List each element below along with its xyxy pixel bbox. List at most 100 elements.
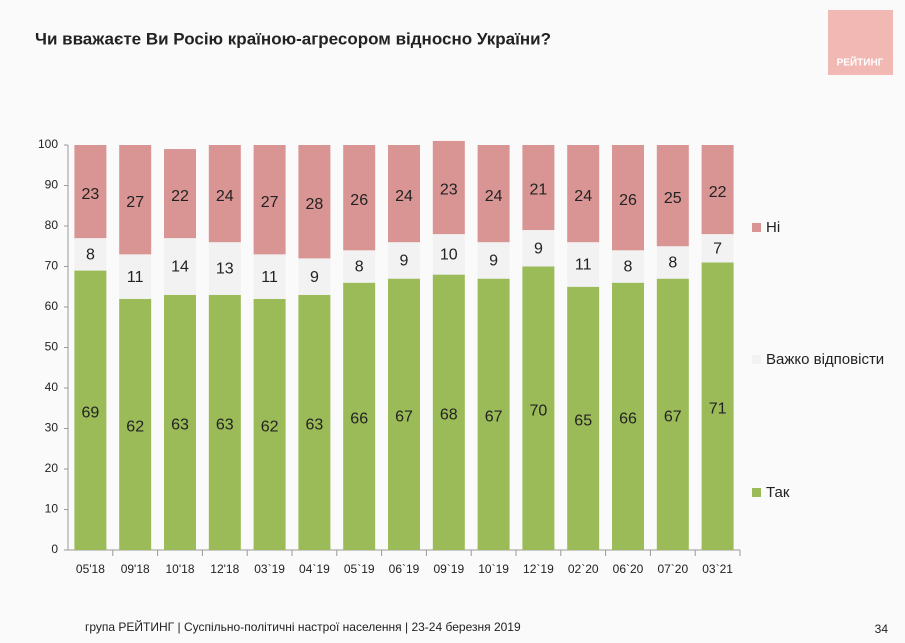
x-tick-label: 09`19: [433, 562, 464, 576]
value-label: 26: [350, 192, 368, 209]
y-tick-label: 50: [45, 340, 59, 354]
x-tick-label: 12`19: [523, 562, 554, 576]
value-label: 67: [485, 409, 503, 426]
bar-segment: [477, 145, 510, 243]
bar-segment: [119, 254, 152, 299]
value-label: 65: [574, 413, 592, 430]
value-label: 24: [216, 188, 234, 205]
value-label: 26: [619, 192, 637, 209]
value-label: 69: [82, 404, 100, 421]
x-tick-label: 10`19: [478, 562, 509, 576]
bar-segment: [164, 149, 196, 239]
bar-segment: [477, 278, 510, 550]
value-label: 8: [355, 259, 364, 276]
value-label: 22: [171, 188, 189, 205]
value-label: 11: [127, 269, 144, 286]
value-label: 23: [440, 182, 458, 199]
value-label: 67: [395, 409, 413, 426]
value-label: 27: [261, 194, 279, 211]
bar-segment: [343, 145, 376, 251]
value-label: 8: [668, 255, 677, 272]
bar-segment: [253, 254, 286, 299]
value-label: 11: [261, 269, 278, 286]
value-label: 70: [530, 402, 548, 419]
value-label: 62: [126, 419, 144, 436]
y-tick-label: 30: [45, 421, 59, 435]
x-tick-label: 09'18: [121, 562, 150, 576]
bar-segment: [253, 145, 286, 255]
chart-title: Чи вважаєте Ви Росію країною-агресором в…: [35, 29, 551, 48]
page-number: 34: [875, 622, 889, 636]
bar-segment: [522, 145, 555, 231]
bar-segment: [656, 246, 689, 279]
x-tick-label: 03`21: [702, 562, 733, 576]
value-label: 23: [82, 186, 100, 203]
bar-segment: [253, 298, 286, 550]
x-tick-label: 07`20: [657, 562, 688, 576]
value-label: 25: [664, 190, 682, 207]
bar-segment: [656, 145, 689, 247]
bar-segment: [388, 278, 420, 550]
value-label: 27: [126, 194, 144, 211]
x-tick-label: 10'18: [166, 562, 195, 576]
bar-segment: [208, 294, 241, 550]
x-tick-label: 02`20: [568, 562, 599, 576]
bar-segment: [343, 282, 376, 550]
bar-segment: [208, 145, 241, 243]
legend-swatch: [752, 355, 761, 364]
x-tick-label: 05`19: [344, 562, 375, 576]
value-label: 28: [306, 196, 324, 213]
y-tick-label: 90: [45, 178, 59, 192]
bar-segment: [74, 145, 107, 239]
value-label: 9: [400, 253, 409, 270]
x-tick-label: 05'18: [76, 562, 105, 576]
legend-label: Так: [766, 484, 790, 501]
logo-box: [828, 10, 893, 75]
bar-segment: [298, 258, 331, 295]
x-tick-label: 06`19: [389, 562, 420, 576]
bar-segment: [477, 242, 510, 279]
logo: РЕЙТИНГ: [837, 56, 884, 69]
bar-segment: [612, 282, 644, 550]
bar-segment: [119, 298, 152, 550]
bar-segment: [74, 238, 107, 271]
legend-label: Ні: [766, 219, 780, 236]
value-label: 9: [534, 240, 543, 257]
value-label: 62: [261, 419, 279, 436]
bar-segment: [432, 140, 465, 235]
bar-segment: [388, 242, 420, 279]
value-label: 22: [709, 184, 727, 201]
value-label: 9: [310, 269, 319, 286]
bar-segment: [522, 266, 555, 550]
y-tick-label: 10: [45, 502, 59, 516]
bar-segment: [701, 262, 734, 550]
footer: група РЕЙТИНГ | Суспільно-політичні наст…: [85, 619, 521, 634]
value-label: 14: [171, 259, 189, 276]
value-label: 13: [216, 261, 234, 278]
y-tick-label: 20: [45, 461, 59, 475]
x-tick-label: 03`19: [254, 562, 285, 576]
bar-segment: [119, 145, 152, 255]
value-label: 24: [574, 188, 592, 205]
value-label: 9: [489, 253, 498, 270]
value-label: 8: [86, 247, 95, 264]
value-label: 67: [664, 409, 682, 426]
y-tick-label: 80: [45, 218, 59, 232]
value-label: 68: [440, 407, 458, 424]
bar-segment: [567, 145, 600, 243]
bar-segment: [164, 238, 196, 295]
y-tick-label: 40: [45, 380, 59, 394]
bar-segment: [388, 145, 420, 243]
bar-segment: [164, 294, 196, 550]
bar-segment: [701, 145, 734, 235]
value-label: 63: [306, 417, 324, 434]
bar-segment: [343, 250, 376, 283]
value-label: 8: [624, 259, 633, 276]
value-label: 21: [530, 182, 548, 199]
y-tick-label: 0: [51, 542, 58, 556]
bar-segment: [208, 242, 241, 295]
value-label: 11: [575, 257, 592, 274]
bar-segment: [567, 242, 600, 287]
y-tick-label: 100: [38, 137, 58, 151]
